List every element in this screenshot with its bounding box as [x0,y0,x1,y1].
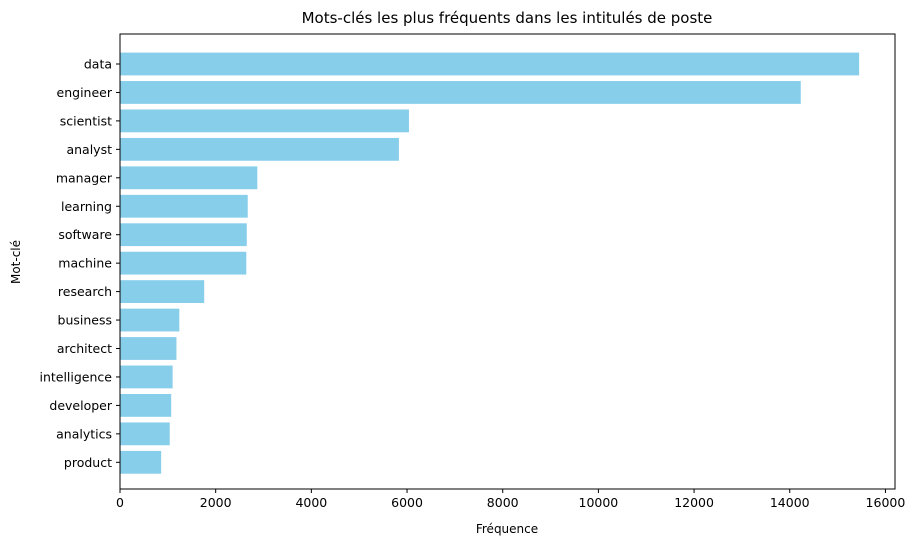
x-tick-label: 16000 [866,495,906,510]
x-tick-label: 4000 [295,495,327,510]
y-tick-label: developer [49,398,112,413]
bar-learning [120,194,248,218]
bar-data [120,52,860,76]
bar-developer [120,394,172,417]
y-tick-label: scientist [60,113,112,128]
bar-software [120,223,247,247]
y-tick-label: architect [57,341,112,356]
x-tick-label: 12000 [674,495,714,510]
x-axis-ticks: 0 2000 4000 6000 8000 10000 12000 14000 16000 [116,489,905,510]
y-tick-label: engineer [57,85,113,100]
bar-analyst [120,137,399,161]
x-tick-label: 2000 [200,495,232,510]
bar-product [120,450,162,474]
y-tick-label: analytics [56,426,112,441]
x-tick-label: 6000 [391,495,423,510]
y-tick-label: software [58,227,112,242]
x-axis-label: Fréquence [476,522,538,536]
bar-machine [120,251,247,275]
bar-manager [120,166,258,190]
y-tick-label: analyst [66,142,112,157]
bar-analytics [120,422,170,446]
y-axis-label: Mot-clé [9,240,23,284]
bar-intelligence [120,365,173,389]
plot-frame [119,33,896,490]
x-tick-label: 0 [116,495,124,510]
x-tick-label: 10000 [579,495,619,510]
y-tick-label: intelligence [39,369,112,384]
x-tick-label: 8000 [487,495,519,510]
y-tick-label: business [58,313,112,328]
bar-engineer [120,81,801,104]
bar-business [120,308,180,332]
chart-title: Mots-clés les plus fréquents dans les in… [302,9,713,27]
bar-architect [120,337,177,360]
bar-research [120,280,205,303]
y-tick-label: learning [61,199,112,214]
x-tick-label: 14000 [770,495,810,510]
y-tick-label: machine [58,256,112,271]
bars-group [120,52,860,474]
y-tick-label: product [64,455,112,470]
y-tick-label: data [84,57,112,72]
y-axis-ticks: data engineer scientist analyst manager learn… [39,57,120,470]
bar-scientist [120,109,409,133]
y-tick-label: research [58,284,112,299]
y-tick-label: manager [56,170,113,185]
